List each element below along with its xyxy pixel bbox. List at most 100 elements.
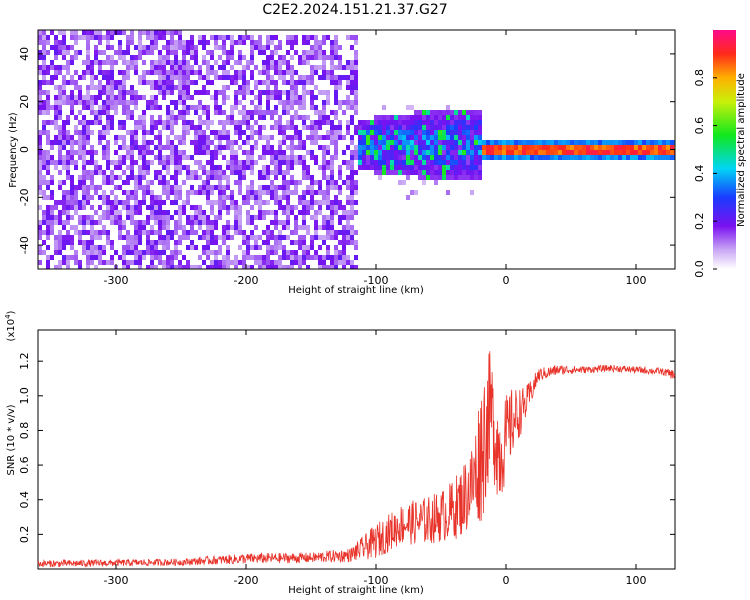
- spectrogram-cell: [98, 170, 102, 175]
- spectrogram-cell: [334, 260, 338, 265]
- spectrogram-cell: [122, 80, 126, 85]
- spectrogram-cell: [82, 195, 86, 200]
- spectrogram-cell: [46, 140, 50, 145]
- spectrogram-cell: [78, 200, 82, 205]
- spectrogram-cell: [210, 80, 214, 85]
- spectrogram-cell: [222, 185, 226, 190]
- spectrogram-cell: [650, 145, 654, 150]
- spectrogram-cell: [238, 90, 242, 95]
- spectrogram-cell: [382, 150, 386, 155]
- spectrogram-cell: [46, 65, 50, 70]
- spectrogram-cell: [270, 35, 274, 40]
- spectrogram-cell: [478, 125, 482, 130]
- spectrogram-cell: [310, 105, 314, 110]
- spectrogram-cell: [110, 205, 114, 210]
- spectrogram-cell: [454, 110, 458, 115]
- spectrogram-cell: [458, 150, 462, 155]
- spectrogram-cell: [138, 220, 142, 225]
- spectrogram-cell: [238, 40, 242, 45]
- spectrogram-cell: [310, 50, 314, 55]
- spectrogram-cell: [122, 180, 126, 185]
- spectrogram-cell: [366, 140, 370, 145]
- spectrogram-cell: [646, 150, 650, 155]
- spectrogram-cell: [106, 200, 110, 205]
- spectrogram-cell: [422, 170, 426, 175]
- spectrogram-cell: [186, 130, 190, 135]
- x-tick-label: -300: [104, 574, 129, 587]
- spectrogram-cell: [314, 200, 318, 205]
- spectrogram-cell: [82, 240, 86, 245]
- spectrogram-cell: [110, 85, 114, 90]
- spectrogram-cell: [498, 145, 502, 150]
- spectrogram-cell: [466, 120, 470, 125]
- spectrogram-cell: [254, 245, 258, 250]
- spectrogram-cell: [494, 155, 498, 160]
- spectrogram-cell: [162, 30, 166, 35]
- spectrogram-cell: [346, 240, 350, 245]
- spectrogram-cell: [206, 215, 210, 220]
- spectrogram-cell: [322, 165, 326, 170]
- spectrogram-cell: [446, 135, 450, 140]
- spectrogram-cell: [210, 205, 214, 210]
- colorbar-ticks: 0.00.20.40.60.8: [693, 69, 717, 278]
- spectrogram-cell: [106, 85, 110, 90]
- spectrogram-cell: [274, 110, 278, 115]
- spectrogram-cell: [430, 155, 434, 160]
- spectrogram-cell: [154, 145, 158, 150]
- spectrogram-cell: [374, 160, 378, 165]
- spectrogram-cell: [278, 195, 282, 200]
- spectrogram-cell: [66, 135, 70, 140]
- spectrogram-cell: [230, 190, 234, 195]
- spectrogram-cell: [106, 165, 110, 170]
- spectrogram-cell: [554, 140, 558, 145]
- spectrogram-cell: [218, 170, 222, 175]
- spectrogram-cell: [438, 140, 442, 145]
- spectrogram-cell: [58, 240, 62, 245]
- spectrogram-cell: [310, 80, 314, 85]
- spectrogram-cell: [294, 135, 298, 140]
- spectrogram-cell: [290, 155, 294, 160]
- spectrogram-cell: [610, 155, 614, 160]
- spectrogram-cell: [146, 245, 150, 250]
- x-tick-label: -100: [364, 574, 389, 587]
- spectrogram-cell: [326, 265, 330, 269]
- spectrogram-cell: [406, 150, 410, 155]
- spectrogram-cell: [434, 180, 438, 185]
- spectrogram-cell: [38, 220, 42, 225]
- spectrogram-cell: [138, 180, 142, 185]
- spectrogram-cell: [118, 160, 122, 165]
- spectrogram-cell: [258, 195, 262, 200]
- spectrogram-cell: [350, 170, 354, 175]
- spectrogram-cell: [138, 35, 142, 40]
- spectrogram-cell: [158, 140, 162, 145]
- spectrogram-cell: [190, 265, 194, 269]
- spectrogram-cell: [210, 50, 214, 55]
- spectrogram-cell: [422, 120, 426, 125]
- spectrogram-cell: [118, 155, 122, 160]
- spectrogram-cell: [282, 125, 286, 130]
- spectrogram-cell: [442, 170, 446, 175]
- spectrogram-cell: [418, 115, 422, 120]
- spectrogram-cell: [294, 250, 298, 255]
- spectrogram-cell: [66, 80, 70, 85]
- spectrogram-cell: [122, 245, 126, 250]
- spectrogram-cell: [438, 130, 442, 135]
- spectrogram-cell: [178, 195, 182, 200]
- spectrogram-cell: [242, 235, 246, 240]
- spectrogram-cell: [54, 100, 58, 105]
- spectrogram-cell: [330, 130, 334, 135]
- spectrogram-cell: [110, 180, 114, 185]
- spectrogram-cell: [214, 175, 218, 180]
- spectrogram-cell: [434, 165, 438, 170]
- spectrogram-cell: [474, 120, 478, 125]
- spectrogram-cell: [50, 215, 54, 220]
- spectrogram-cell: [298, 105, 302, 110]
- spectrogram-cell: [202, 260, 206, 265]
- spectrogram-cell: [218, 55, 222, 60]
- spectrogram-cell: [438, 150, 442, 155]
- spectrogram-cell: [278, 220, 282, 225]
- spectrogram-cell: [258, 95, 262, 100]
- spectrogram-cell: [114, 160, 118, 165]
- spectrogram-cell: [102, 150, 106, 155]
- spectrogram-cell: [454, 155, 458, 160]
